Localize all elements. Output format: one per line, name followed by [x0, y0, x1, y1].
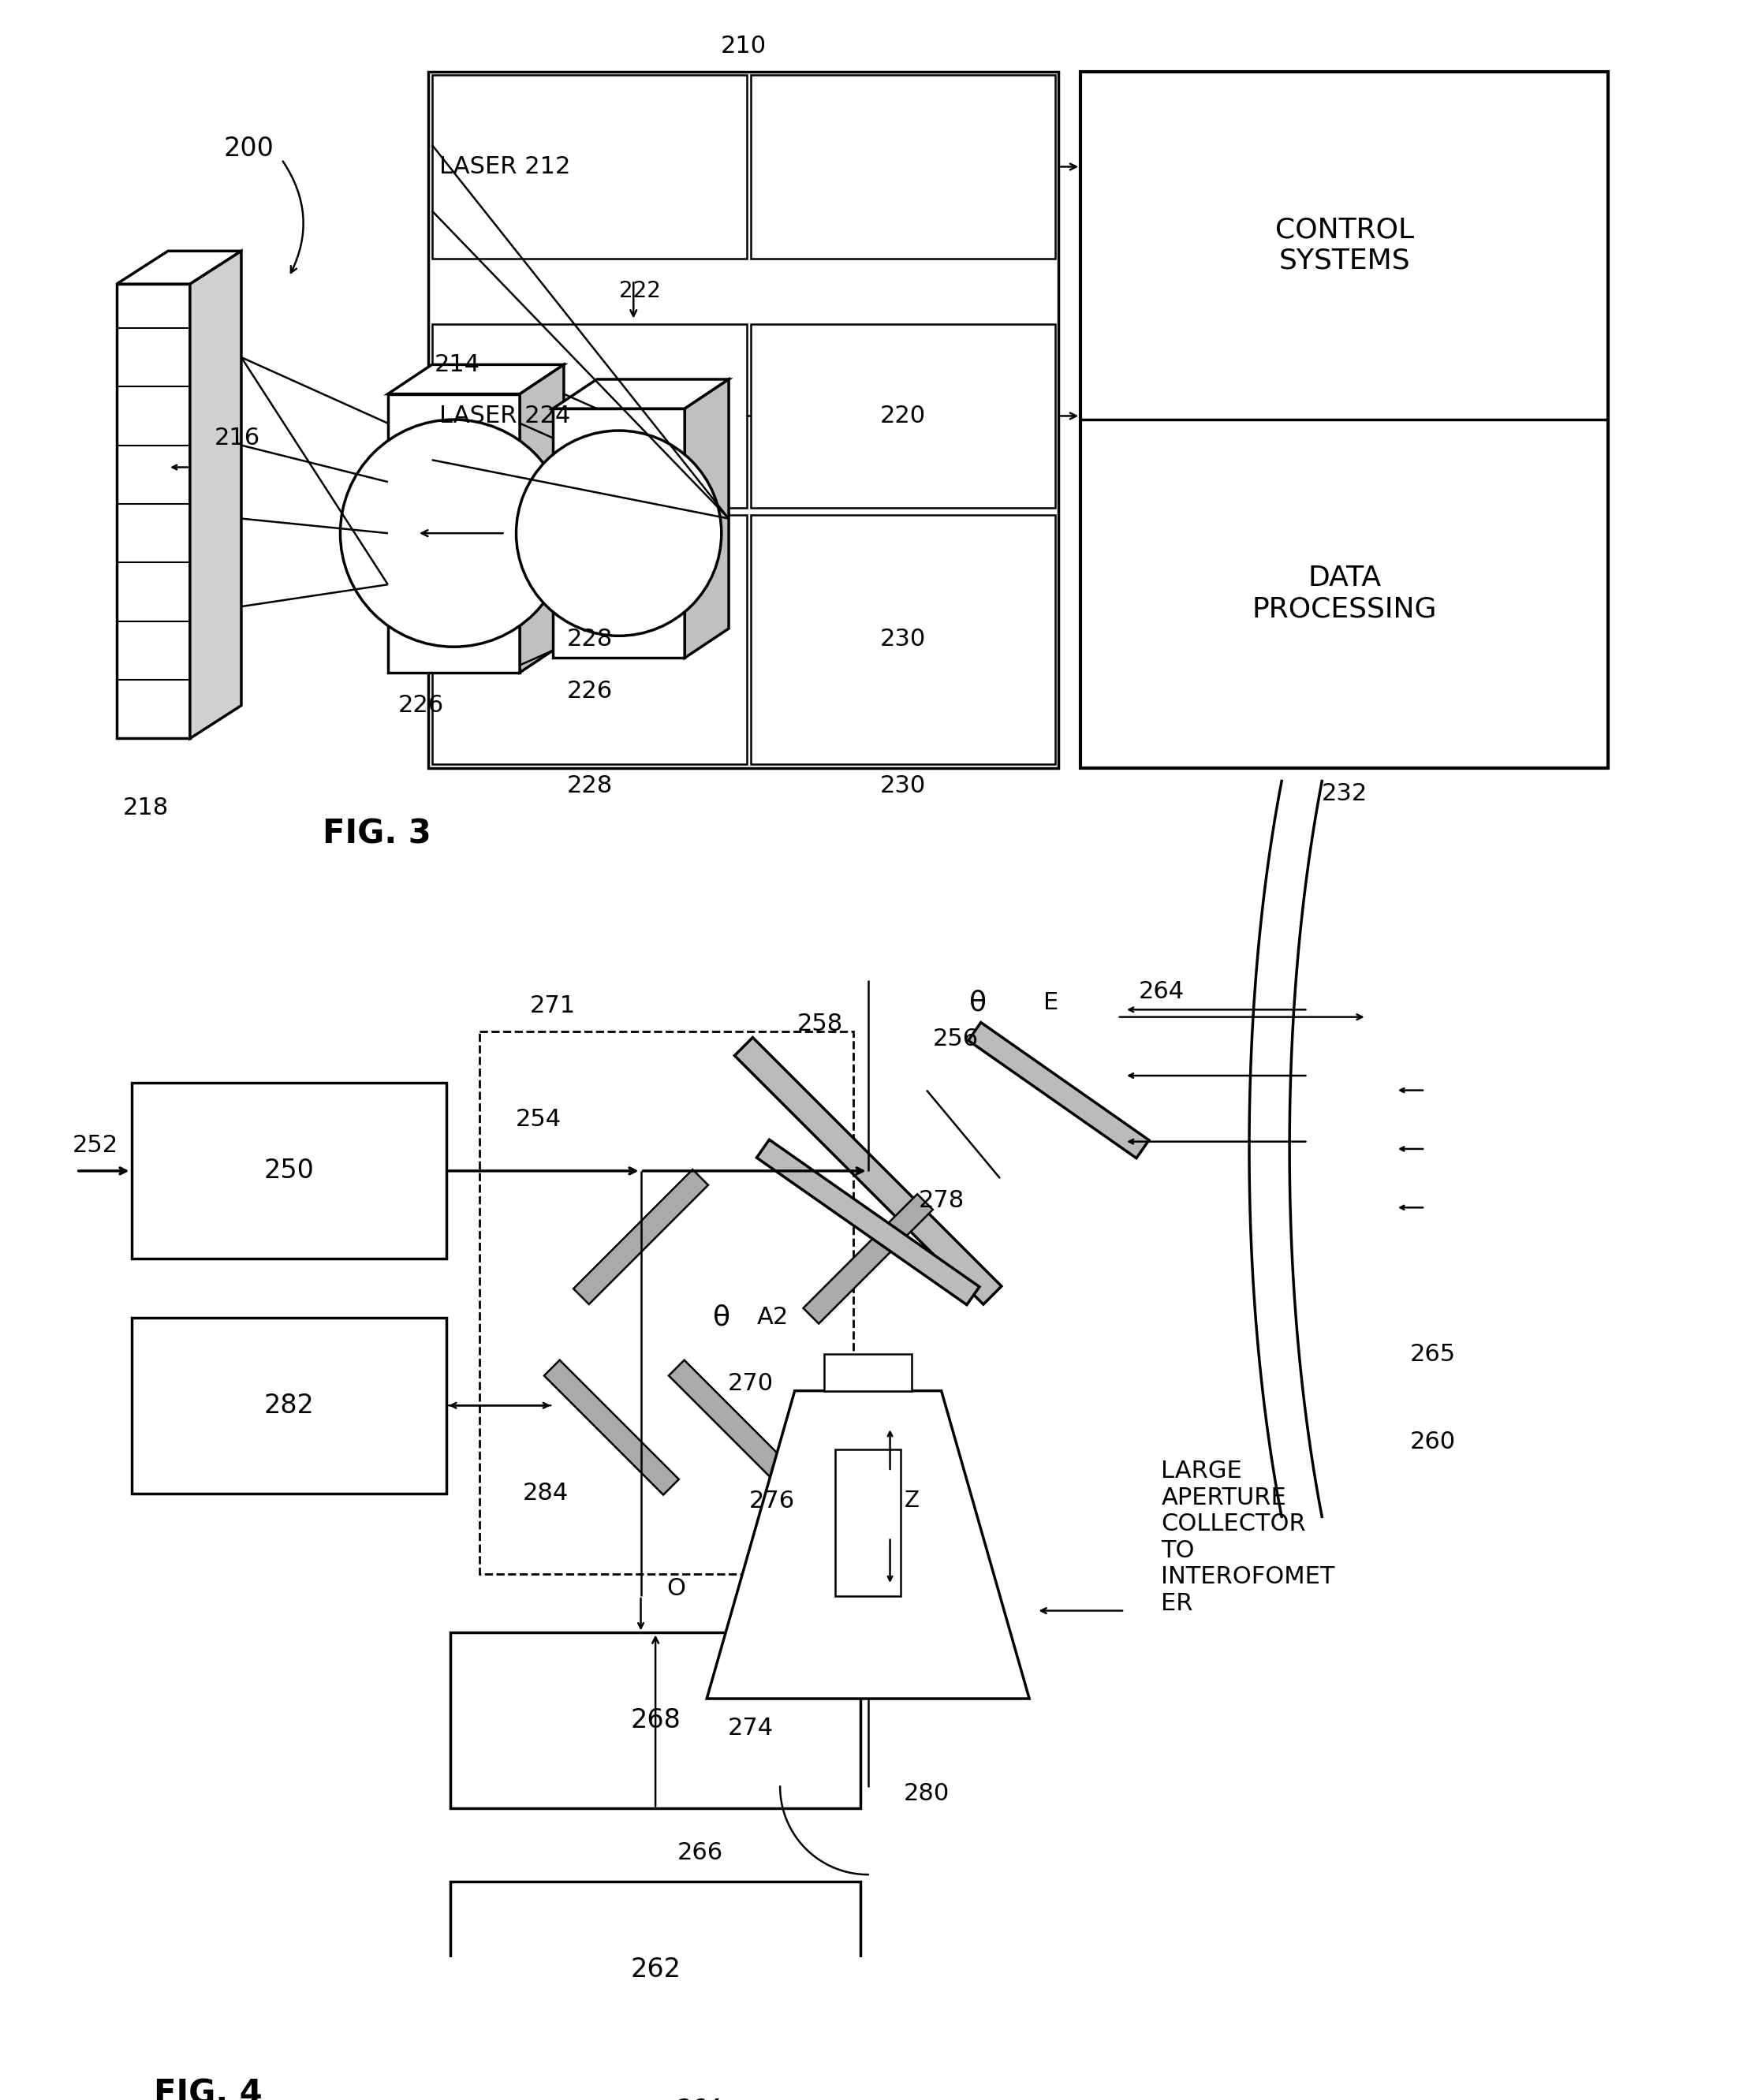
Bar: [835, 1449, 901, 1596]
Polygon shape: [968, 1023, 1150, 1157]
Text: CONTROL
SYSTEMS: CONTROL SYSTEMS: [1276, 216, 1414, 275]
Text: DATA
PROCESSING: DATA PROCESSING: [1251, 565, 1437, 622]
Polygon shape: [117, 252, 241, 284]
Bar: [131, 1317, 446, 1493]
Polygon shape: [191, 252, 242, 739]
Text: 200: 200: [224, 134, 273, 162]
Bar: [751, 323, 1055, 508]
Bar: [388, 395, 520, 672]
Text: 216: 216: [215, 426, 261, 449]
Text: 256: 256: [933, 1027, 978, 1050]
Text: 265: 265: [1409, 1342, 1456, 1365]
Polygon shape: [574, 1170, 709, 1304]
Text: Z: Z: [905, 1489, 919, 1512]
Text: 220: 220: [880, 405, 926, 428]
Text: 250: 250: [264, 1157, 315, 1184]
Text: LARGE
APERTURE
COLLECTOR
TO
INTEROFOMET
ER: LARGE APERTURE COLLECTOR TO INTEROFOMET …: [1162, 1460, 1335, 1615]
Polygon shape: [520, 365, 564, 672]
Text: 260: 260: [1409, 1430, 1456, 1453]
Text: 258: 258: [798, 1012, 844, 1035]
Bar: [480, 1031, 854, 1575]
Text: 274: 274: [728, 1716, 774, 1739]
Text: θ: θ: [712, 1304, 730, 1331]
Bar: [432, 514, 747, 764]
Text: θ: θ: [970, 989, 987, 1016]
Polygon shape: [707, 1390, 1029, 1699]
Bar: [131, 1084, 446, 1258]
Bar: [432, 323, 747, 508]
Bar: [553, 410, 684, 657]
Text: 276: 276: [749, 1489, 794, 1512]
Polygon shape: [735, 1037, 1001, 1304]
Text: 264: 264: [677, 2098, 723, 2100]
Polygon shape: [553, 380, 728, 410]
Polygon shape: [803, 1195, 933, 1323]
Text: 254: 254: [514, 1109, 562, 1132]
Text: 264: 264: [1138, 981, 1185, 1004]
Text: 218: 218: [122, 796, 170, 819]
Text: 268: 268: [630, 1707, 681, 1735]
Bar: [450, 1882, 861, 2058]
Text: 284: 284: [523, 1483, 569, 1506]
Text: 222: 222: [620, 279, 660, 302]
Text: FIG. 4: FIG. 4: [154, 2077, 262, 2100]
Text: 280: 280: [903, 1783, 950, 1806]
Text: FIG. 3: FIG. 3: [322, 817, 430, 850]
Text: 278: 278: [919, 1189, 964, 1212]
Polygon shape: [388, 365, 564, 395]
Bar: [450, 1632, 861, 1808]
Bar: [751, 76, 1055, 258]
Polygon shape: [684, 380, 728, 657]
Circle shape: [340, 420, 567, 647]
Circle shape: [516, 430, 721, 636]
Text: 252: 252: [74, 1134, 119, 1157]
Text: 262: 262: [630, 1957, 681, 1982]
Text: 228: 228: [567, 775, 612, 798]
Text: 210: 210: [721, 34, 766, 57]
Text: E: E: [1043, 991, 1059, 1014]
Bar: [751, 514, 1055, 764]
Text: 266: 266: [677, 1842, 723, 1865]
Bar: [824, 1354, 912, 1390]
Bar: [429, 71, 1059, 769]
Text: 271: 271: [530, 995, 576, 1016]
Text: 282: 282: [264, 1392, 315, 1418]
Text: 226: 226: [567, 680, 612, 701]
Text: LASER 212: LASER 212: [439, 155, 570, 179]
Text: 232: 232: [1321, 781, 1367, 804]
Text: A2: A2: [756, 1306, 789, 1329]
Text: 214: 214: [434, 353, 481, 376]
Text: 228: 228: [567, 628, 612, 651]
Polygon shape: [544, 1361, 679, 1495]
Polygon shape: [668, 1361, 803, 1495]
Text: O: O: [667, 1577, 686, 1600]
Text: LASER 224: LASER 224: [439, 405, 570, 428]
Bar: [432, 76, 747, 258]
Polygon shape: [756, 1140, 980, 1304]
Text: 270: 270: [728, 1371, 774, 1394]
Bar: [1080, 71, 1608, 769]
Text: 230: 230: [880, 628, 926, 651]
Bar: [117, 284, 191, 739]
Text: 226: 226: [397, 693, 444, 716]
Text: 230: 230: [880, 775, 926, 798]
